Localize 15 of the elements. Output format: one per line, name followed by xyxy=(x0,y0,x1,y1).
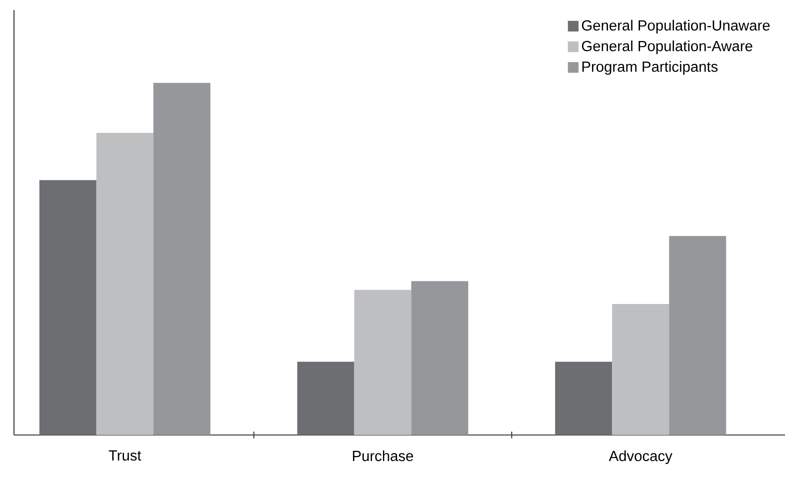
legend-label: Program Participants xyxy=(582,61,718,75)
bar xyxy=(96,132,154,435)
bar xyxy=(354,290,412,435)
bar xyxy=(153,82,210,435)
x-tick-label: Trust xyxy=(108,450,142,461)
bar xyxy=(39,180,96,435)
bar xyxy=(411,281,468,435)
bar xyxy=(297,362,354,435)
bar xyxy=(555,362,612,435)
bar xyxy=(669,236,726,435)
x-tick-label: Advocacy xyxy=(608,450,672,464)
legend-label: General Population-Unaware xyxy=(582,20,770,34)
x-tick-label: Purchase xyxy=(352,450,414,462)
legend-label: General Population-Aware xyxy=(582,40,752,54)
bar xyxy=(612,304,670,435)
